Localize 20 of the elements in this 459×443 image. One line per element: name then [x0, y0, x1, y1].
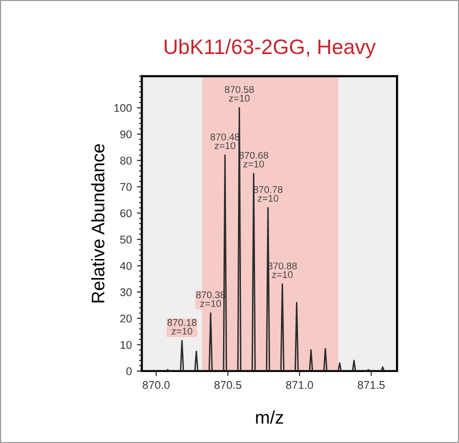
x-tick-label: 870.5	[214, 381, 242, 389]
y-tick-label: 10	[120, 340, 132, 349]
y-tick-label: 100	[114, 104, 132, 112]
chart-title: UbK11/63-2GG, Heavy	[164, 38, 376, 58]
y-tick-label: 60	[120, 209, 132, 218]
y-axis-title: Relative Abundance	[91, 144, 104, 302]
y-tick-label: 0	[126, 367, 132, 376]
y-tick-label: 40	[120, 262, 132, 270]
y-tick-label: 20	[120, 314, 132, 322]
x-axis-title: m/z	[256, 410, 284, 424]
y-tick-label: 50	[120, 236, 132, 244]
y-tick-label: 70	[120, 183, 132, 191]
x-tick-label: 871.5	[358, 381, 385, 389]
y-tick-label: 90	[120, 130, 132, 138]
x-tick-label: 871.0	[286, 381, 314, 389]
annotation: 870.18 z=10	[168, 319, 196, 335]
x-tick-label: 870.0	[142, 381, 170, 389]
y-tick-label: 80	[120, 156, 132, 165]
annotation: 870.58 z=10	[224, 86, 254, 102]
y-tick-label: 30	[120, 288, 132, 296]
